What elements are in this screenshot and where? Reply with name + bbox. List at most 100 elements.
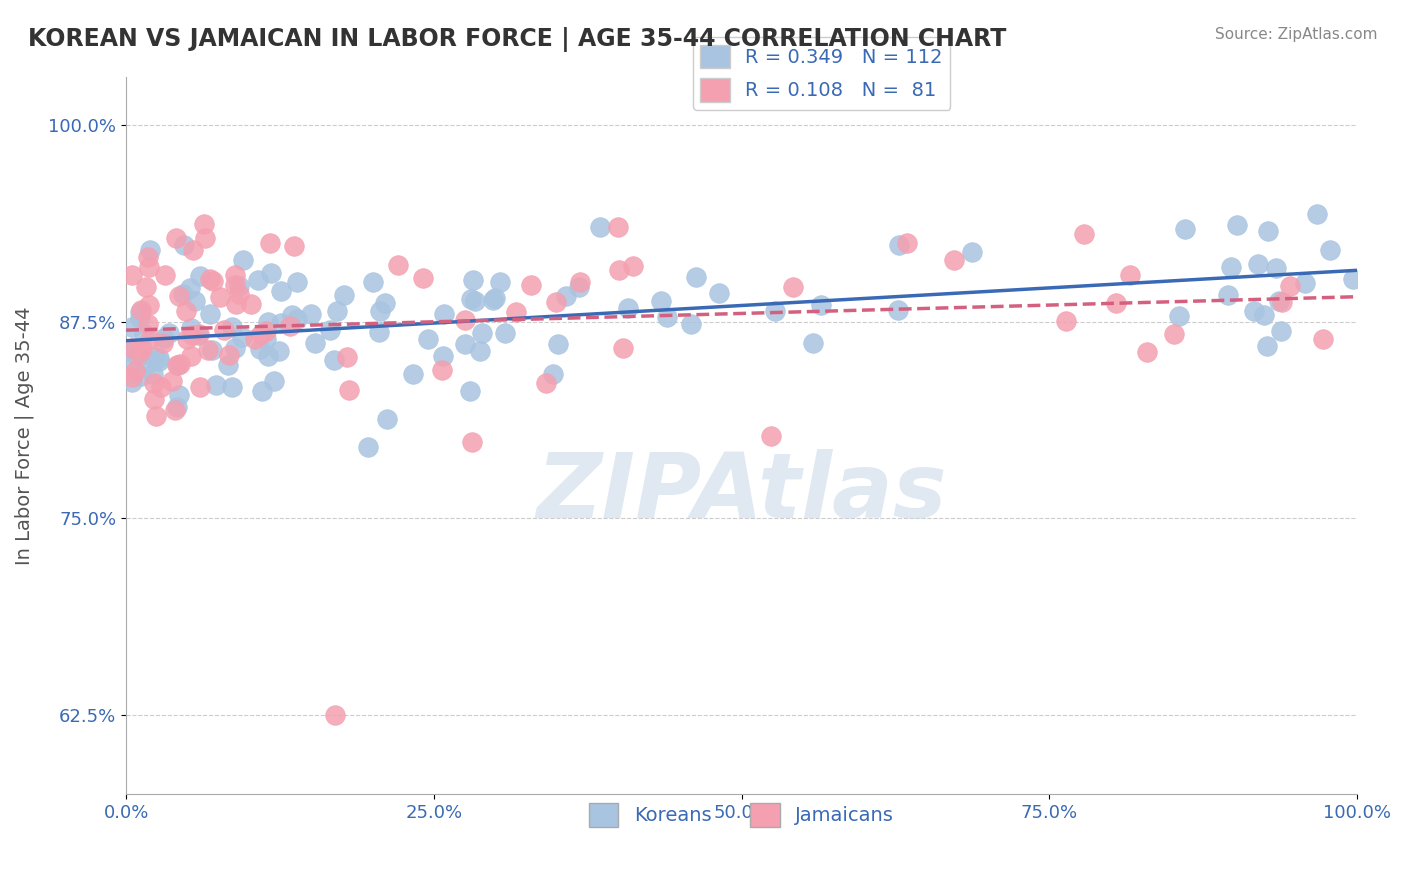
Point <box>188 380 211 394</box>
Point <box>454 336 477 351</box>
Point <box>1294 276 1316 290</box>
Point <box>263 374 285 388</box>
Point <box>225 297 247 311</box>
Point <box>179 280 201 294</box>
Point <box>135 280 157 294</box>
Point <box>1163 326 1185 341</box>
Point <box>1168 309 1191 323</box>
Point <box>801 335 824 350</box>
Point <box>679 318 702 332</box>
Point <box>568 279 591 293</box>
Text: KOREAN VS JAMAICAN IN LABOR FORCE | AGE 35-44 CORRELATION CHART: KOREAN VS JAMAICAN IN LABOR FORCE | AGE … <box>28 27 1007 52</box>
Point <box>259 235 281 250</box>
Point <box>1279 278 1302 293</box>
Point <box>121 369 143 384</box>
Point <box>232 253 254 268</box>
Point <box>1073 227 1095 241</box>
Point <box>167 388 190 402</box>
Point <box>1256 339 1278 353</box>
Point <box>167 288 190 302</box>
Point <box>1312 332 1334 346</box>
Point <box>142 350 165 364</box>
Point <box>433 307 456 321</box>
Point <box>505 305 527 319</box>
Point <box>148 351 170 365</box>
Point <box>121 320 143 334</box>
Point <box>224 268 246 282</box>
Point <box>432 349 454 363</box>
Point <box>1243 304 1265 318</box>
Point <box>224 341 246 355</box>
Point <box>138 298 160 312</box>
Point <box>193 217 215 231</box>
Point <box>249 342 271 356</box>
Point <box>460 292 482 306</box>
Point <box>1136 345 1159 359</box>
Point <box>541 367 564 381</box>
Legend: Koreans, Jamaicans: Koreans, Jamaicans <box>581 795 901 835</box>
Point <box>122 354 145 368</box>
Point <box>188 269 211 284</box>
Y-axis label: In Labor Force | Age 35-44: In Labor Force | Age 35-44 <box>15 307 35 565</box>
Point <box>197 343 219 357</box>
Point <box>322 353 344 368</box>
Point <box>142 367 165 381</box>
Point <box>194 231 217 245</box>
Point <box>131 341 153 355</box>
Point <box>612 341 634 355</box>
Point <box>534 376 557 391</box>
Point <box>254 324 277 338</box>
Point <box>325 708 347 723</box>
Point <box>129 310 152 325</box>
Point <box>198 307 221 321</box>
Point <box>617 301 640 315</box>
Point <box>430 363 453 377</box>
Point <box>336 350 359 364</box>
Point <box>138 260 160 274</box>
Point <box>129 303 152 318</box>
Point <box>250 384 273 398</box>
Point <box>138 356 160 370</box>
Point <box>132 326 155 341</box>
Point <box>482 293 505 307</box>
Point <box>960 245 983 260</box>
Point <box>544 295 567 310</box>
Point <box>208 290 231 304</box>
Point <box>176 304 198 318</box>
Point <box>568 275 591 289</box>
Point <box>1341 272 1364 286</box>
Point <box>1306 207 1329 221</box>
Point <box>326 303 349 318</box>
Point <box>267 344 290 359</box>
Point <box>1265 261 1288 276</box>
Point <box>270 284 292 298</box>
Point <box>367 325 389 339</box>
Point <box>187 327 209 342</box>
Point <box>1257 224 1279 238</box>
Point <box>1220 260 1243 274</box>
Point <box>176 332 198 346</box>
Point <box>228 286 250 301</box>
Point <box>198 272 221 286</box>
Point <box>180 321 202 335</box>
Point <box>254 332 277 346</box>
Point <box>402 367 425 381</box>
Point <box>416 332 439 346</box>
Point <box>387 258 409 272</box>
Point <box>246 273 269 287</box>
Point <box>243 333 266 347</box>
Point <box>333 287 356 301</box>
Point <box>136 250 159 264</box>
Point <box>128 345 150 359</box>
Point <box>138 332 160 346</box>
Point <box>1119 268 1142 282</box>
Point <box>1226 218 1249 232</box>
Point <box>121 375 143 389</box>
Point <box>460 384 482 398</box>
Point <box>942 252 965 267</box>
Point <box>124 364 146 378</box>
Point <box>761 428 783 442</box>
Point <box>280 308 302 322</box>
Point <box>231 330 253 344</box>
Point <box>240 297 263 311</box>
